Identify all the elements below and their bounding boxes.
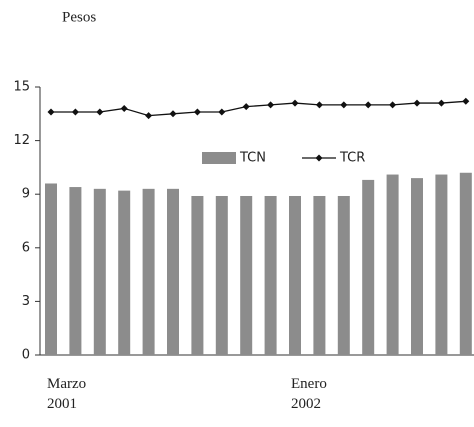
bar: [337, 195, 350, 355]
marker: [145, 112, 153, 120]
marker: [364, 101, 372, 109]
y-axis-title: Pesos: [62, 9, 96, 25]
marker: [437, 99, 445, 107]
bar: [240, 195, 253, 355]
marker: [340, 101, 348, 109]
y-tick-label: 15: [13, 80, 30, 95]
marker: [315, 101, 323, 109]
x-tick-label: Marzo 2001: [47, 376, 87, 412]
marker: [413, 99, 421, 107]
line: [51, 100, 466, 117]
marker: [267, 101, 275, 109]
y-tick-label: 0: [22, 348, 30, 363]
bar: [435, 174, 448, 355]
bar: [459, 172, 472, 355]
marker: [71, 108, 79, 116]
bar: [215, 195, 228, 355]
marker: [462, 97, 470, 105]
marker: [169, 110, 177, 118]
bar: [45, 183, 57, 355]
x-tick-label: Enero 2002: [291, 376, 327, 412]
bar: [69, 187, 82, 355]
y-tick-label: 3: [22, 294, 30, 309]
bar: [411, 178, 423, 355]
bar: [313, 195, 326, 355]
bar: [386, 174, 399, 355]
bar: [167, 188, 179, 355]
bar: [289, 195, 301, 355]
legend-label: TCR: [339, 151, 365, 166]
legend-swatch: [202, 152, 236, 164]
y-tick-label: 9: [22, 187, 30, 202]
marker: [96, 108, 104, 116]
bar: [264, 195, 277, 355]
marker: [193, 108, 201, 116]
bar: [142, 188, 155, 355]
marker: [47, 108, 55, 116]
bar: [191, 195, 204, 355]
marker: [218, 108, 226, 116]
marker: [120, 104, 128, 112]
bar: [362, 179, 375, 355]
bar: [118, 190, 131, 355]
bar: [93, 188, 106, 355]
marker: [242, 103, 250, 111]
legend-label: TCN: [239, 151, 266, 166]
marker: [291, 99, 299, 107]
y-tick-label: 6: [22, 240, 30, 255]
y-tick-label: 12: [13, 133, 30, 148]
marker: [389, 101, 397, 109]
legend-marker: [315, 154, 323, 162]
